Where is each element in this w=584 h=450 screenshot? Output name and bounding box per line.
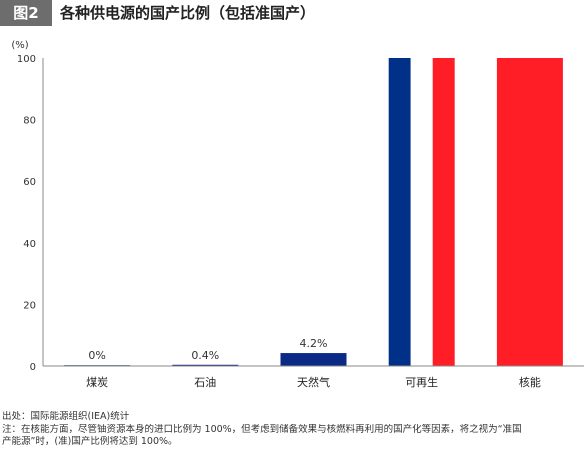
x-tick-label-5: 核能 bbox=[519, 375, 541, 389]
footnotes: 出处：国际能源组织(IEA)统计 注：在核能方面，尽管铀资源本身的进口比例为 1… bbox=[2, 411, 582, 449]
bars-group bbox=[64, 58, 563, 366]
data-label-3: 4.2% bbox=[300, 337, 328, 350]
x-tick-label-1: 煤炭 bbox=[86, 376, 108, 389]
figure-number-badge: 图2 bbox=[0, 0, 52, 26]
bar-4-stripe-3 bbox=[432, 58, 455, 366]
y-tick-label-0: 0 bbox=[30, 362, 36, 373]
x-tick-label-2: 石油 bbox=[194, 375, 216, 389]
y-tick-label-100: 100 bbox=[17, 54, 36, 65]
explanatory-note-line-2: 产能源”时，(准)国产比例将达到 100%。 bbox=[2, 436, 178, 447]
y-axis-ticks: 0 20 40 60 80 100 bbox=[17, 54, 36, 373]
y-axis-unit-label: (%) bbox=[11, 40, 28, 51]
data-labels-group: 0% 0.4% 4.2% bbox=[88, 337, 327, 362]
bar-4-stripe-2 bbox=[410, 58, 433, 366]
bar-2 bbox=[172, 364, 239, 366]
bar-3 bbox=[280, 353, 347, 366]
figure-title: 各种供电源的国产比例（包括准国产） bbox=[60, 4, 316, 22]
bar-4-stripe-1 bbox=[388, 58, 411, 366]
data-label-1: 0% bbox=[88, 349, 105, 362]
y-tick-label-80: 80 bbox=[23, 116, 36, 127]
bar-chart: (%) 0 20 40 60 80 100 0% 0.4% 4.2% 煤炭 石油 天然气 可再生 核能 bbox=[11, 40, 584, 389]
y-tick-label-40: 40 bbox=[23, 239, 36, 250]
x-axis-tick-labels: 煤炭 石油 天然气 可再生 核能 bbox=[86, 375, 541, 389]
y-tick-label-20: 20 bbox=[23, 300, 36, 311]
source-note: 出处：国际能源组织(IEA)统计 bbox=[2, 411, 130, 422]
y-tick-label-60: 60 bbox=[23, 177, 36, 188]
x-tick-label-3: 天然气 bbox=[297, 375, 330, 389]
bar-5 bbox=[496, 58, 563, 366]
explanatory-note-line-1: 注：在核能方面，尽管铀资源本身的进口比例为 100%，但考虑到储备效果与核燃料再… bbox=[2, 423, 522, 435]
data-label-2: 0.4% bbox=[191, 349, 219, 362]
figure-header: 图2 各种供电源的国产比例（包括准国产） bbox=[0, 0, 584, 30]
x-tick-label-4: 可再生 bbox=[405, 375, 438, 389]
